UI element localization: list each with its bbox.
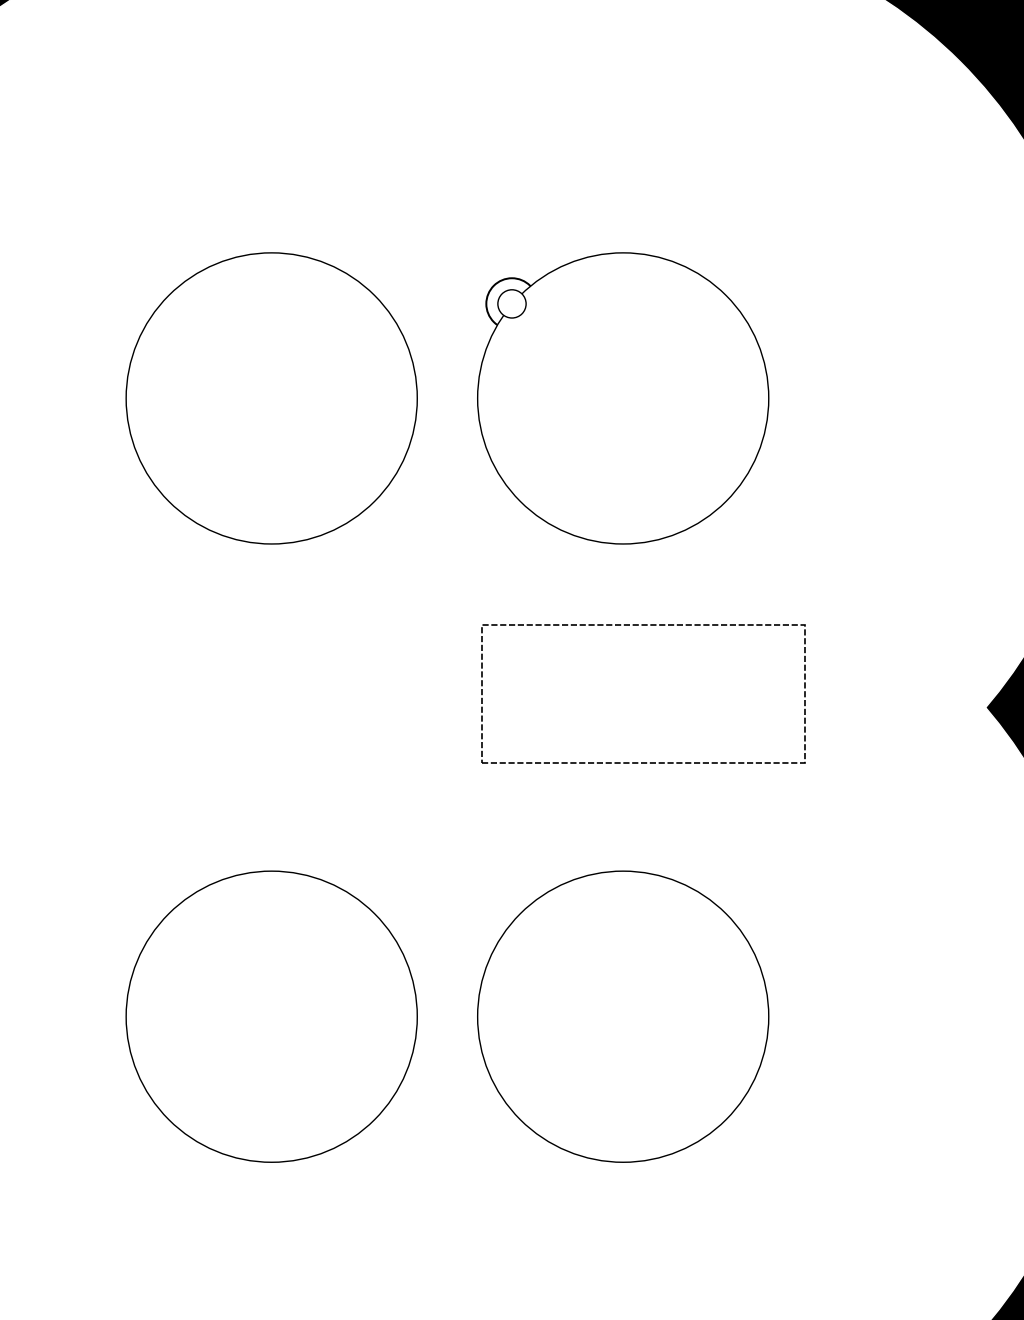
Text: Nov. 29, 2012  Sheet 5 of 32: Nov. 29, 2012 Sheet 5 of 32 xyxy=(310,25,529,40)
Circle shape xyxy=(0,355,933,1320)
Text: Space: Space xyxy=(755,581,786,590)
Text: 110: 110 xyxy=(200,219,220,228)
Circle shape xyxy=(126,253,418,544)
Circle shape xyxy=(0,540,749,1320)
Text: Storage Area: Storage Area xyxy=(487,1088,556,1098)
Bar xyxy=(488,644,526,756)
Text: Additional Module: Additional Module xyxy=(723,562,817,573)
Text: Module Storage: Module Storage xyxy=(770,182,852,191)
Bar xyxy=(656,253,710,348)
Circle shape xyxy=(0,0,1024,1060)
Bar xyxy=(703,628,717,644)
Bar xyxy=(664,628,677,644)
Circle shape xyxy=(0,355,1024,1320)
Text: Charging: Charging xyxy=(186,197,233,207)
Bar xyxy=(721,246,790,326)
Circle shape xyxy=(0,0,933,1060)
Text: US 2012/0299531 A1: US 2012/0299531 A1 xyxy=(840,25,1004,40)
Bar xyxy=(542,628,555,644)
Text: 108: 108 xyxy=(432,480,453,491)
Bar xyxy=(501,628,514,644)
Text: Additional Battery: Additional Battery xyxy=(770,172,864,182)
Circle shape xyxy=(477,871,769,1163)
Text: 300: 300 xyxy=(458,610,477,620)
Text: Enclosure: Enclosure xyxy=(575,178,627,189)
Text: 300: 300 xyxy=(592,189,611,199)
Bar xyxy=(650,644,689,756)
Bar xyxy=(582,628,596,644)
Bar xyxy=(691,644,729,756)
Bar xyxy=(601,253,655,348)
Text: Enclosure: Enclosure xyxy=(442,593,493,602)
Text: Battery Modules: Battery Modules xyxy=(559,578,644,587)
Bar xyxy=(721,372,773,399)
Bar xyxy=(721,326,773,372)
Bar xyxy=(610,644,648,756)
Text: FIG. 4: FIG. 4 xyxy=(369,541,492,576)
Circle shape xyxy=(498,290,526,318)
Bar xyxy=(482,626,805,763)
Bar xyxy=(569,644,608,756)
Bar xyxy=(487,251,721,355)
Circle shape xyxy=(146,0,1024,875)
Circle shape xyxy=(126,871,418,1163)
Circle shape xyxy=(146,540,1024,1320)
Circle shape xyxy=(477,253,769,544)
Text: Electronics: Electronics xyxy=(181,209,239,218)
Text: Patent Application Publication: Patent Application Publication xyxy=(60,25,300,40)
Text: Battery Modules: Battery Modules xyxy=(400,469,485,479)
Circle shape xyxy=(0,0,749,875)
Bar xyxy=(623,628,636,644)
Text: 108: 108 xyxy=(592,595,611,606)
Bar xyxy=(528,644,567,756)
Text: FIG. 3: FIG. 3 xyxy=(369,103,492,137)
Bar xyxy=(542,253,595,348)
Text: 302: 302 xyxy=(820,193,840,202)
Circle shape xyxy=(486,279,538,330)
